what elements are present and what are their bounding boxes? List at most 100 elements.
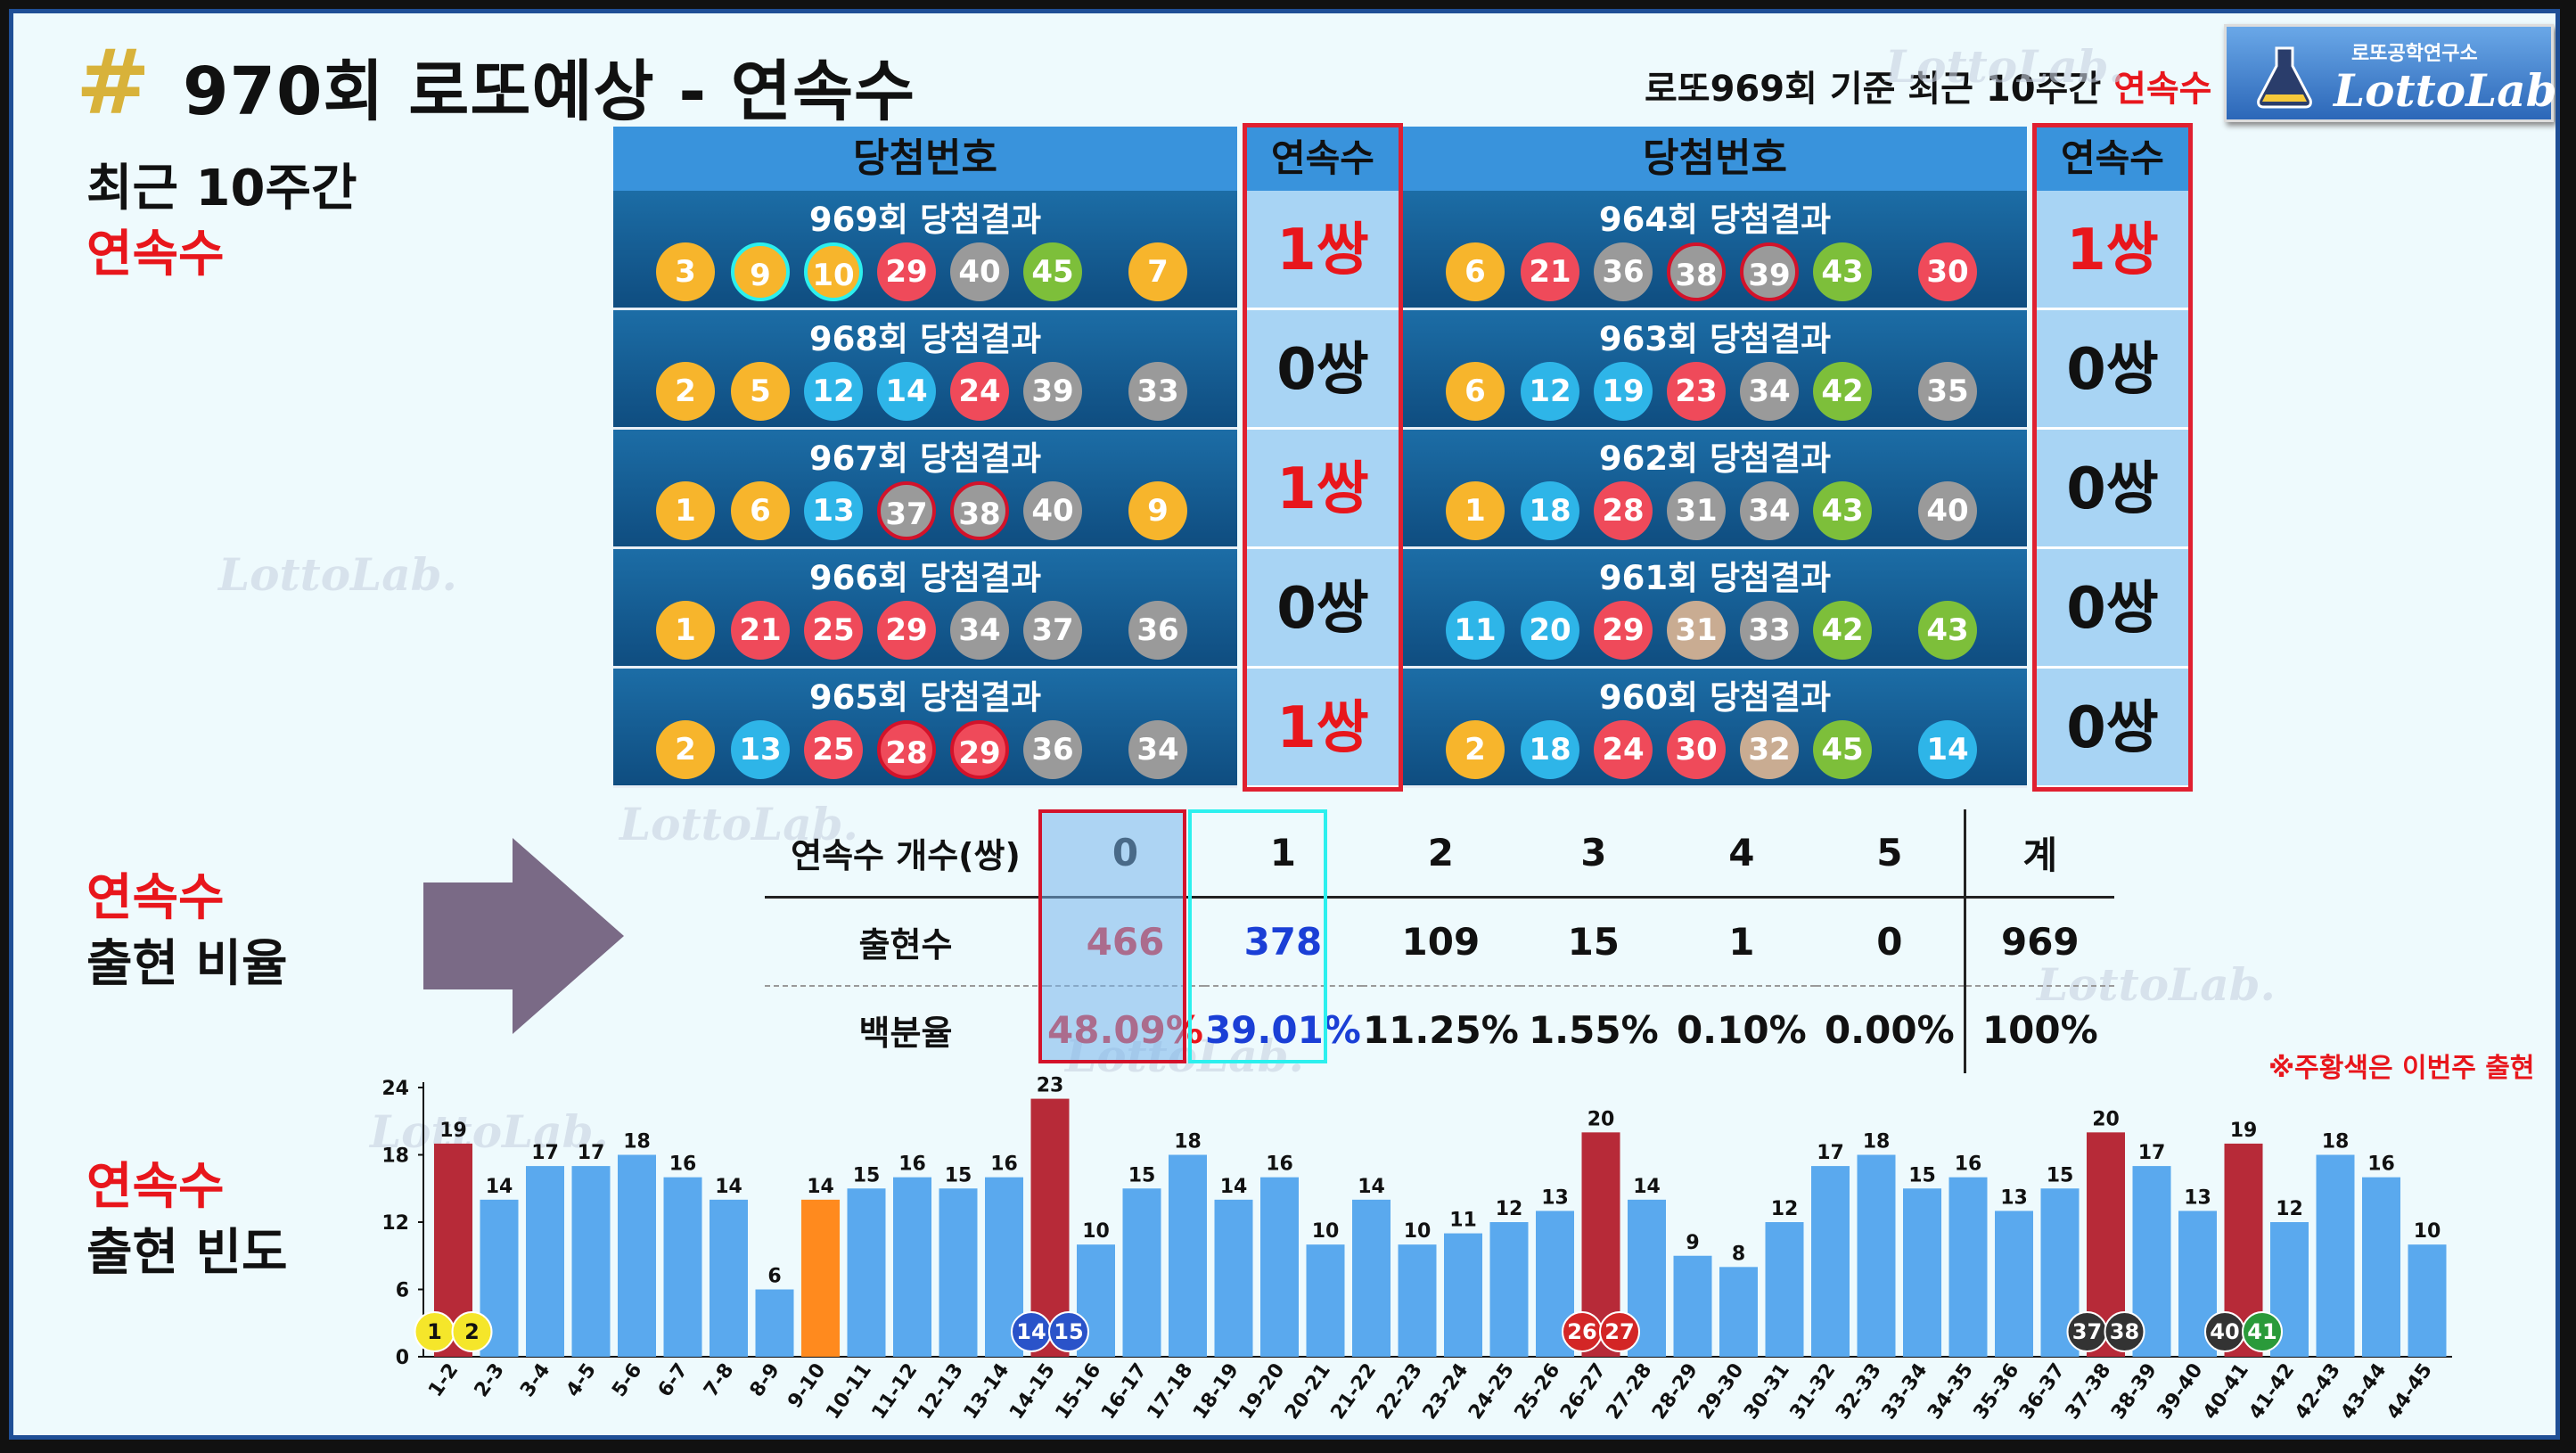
x-tick-label: 27-28 <box>1603 1359 1657 1424</box>
x-tick-label: 23-24 <box>1419 1359 1473 1424</box>
lotto-ball: 24 <box>1594 720 1653 779</box>
stats-row-label: 출현수 <box>765 897 1046 987</box>
lotto-ball: 24 <box>950 362 1009 421</box>
lotto-ball: 29 <box>950 720 1009 779</box>
bar <box>1214 1199 1253 1357</box>
lotto-ball: 20 <box>1521 601 1579 660</box>
lotto-ball: 6 <box>1446 242 1505 301</box>
bonus-ball: 35 <box>1918 362 1977 421</box>
bar <box>847 1188 886 1357</box>
bar <box>801 1199 840 1357</box>
lotto-ball: 43 <box>1813 481 1872 540</box>
bar-value-label: 12 <box>1496 1198 1523 1220</box>
bar <box>2316 1154 2355 1357</box>
bar-value-label: 10 <box>1312 1220 1340 1243</box>
freq-label: 연속수 출현 빈도 <box>86 1154 288 1286</box>
x-tick-label: 24-25 <box>1464 1359 1519 1424</box>
x-tick-label: 41-42 <box>2245 1359 2300 1424</box>
lotto-ball: 32 <box>1740 720 1799 779</box>
consec-count-cell: 1쌍 <box>2036 191 2189 310</box>
bar-value-label: 12 <box>2276 1198 2303 1220</box>
stats-col-header: 1 <box>1203 809 1362 899</box>
consec-count-cell: 1쌍 <box>1246 191 1399 310</box>
bar-value-label: 20 <box>1587 1108 1615 1130</box>
marker-ball-label: 1 <box>427 1319 442 1344</box>
bar-value-label: 19 <box>439 1120 467 1142</box>
lotto-ball: 34 <box>1740 362 1799 421</box>
lotto-ball: 39 <box>1740 242 1799 301</box>
bonus-ball: 40 <box>1918 481 1977 540</box>
consec-count-cell: 1쌍 <box>1246 669 1399 788</box>
ratio-label-line2: 출현 비율 <box>86 935 288 993</box>
bar-value-label: 10 <box>1082 1220 1110 1243</box>
y-tick-label: 6 <box>396 1280 409 1302</box>
lotto-ball: 14 <box>877 362 936 421</box>
lotto-ball: 18 <box>1521 481 1579 540</box>
right-draw-row: 961회 당첨결과 11 20 29 31 33 42 43 <box>1403 549 2027 669</box>
left-draw-row: 966회 당첨결과 1 21 25 29 34 37 36 <box>613 549 1237 669</box>
x-tick-label: 31-32 <box>1786 1359 1841 1424</box>
marker-ball-label: 38 <box>2110 1319 2139 1344</box>
stats-col-header: 3 <box>1519 809 1668 899</box>
x-tick-label: 42-43 <box>2291 1359 2345 1424</box>
x-tick-label: 44-45 <box>2383 1359 2437 1424</box>
marker-ball <box>2242 1311 2283 1352</box>
lotto-ball: 30 <box>1667 720 1726 779</box>
lotto-ball: 25 <box>804 601 863 660</box>
draw-label: 966회 당첨결과 <box>808 559 1042 597</box>
consec-count-cell: 0쌍 <box>2036 669 2189 788</box>
right-draw-row: 962회 당첨결과 1 18 28 31 34 43 40 <box>1403 430 2027 549</box>
x-tick-label: 30-31 <box>1740 1359 1794 1424</box>
bar-value-label: 15 <box>945 1164 972 1186</box>
right-draw-row: 960회 당첨결과 2 18 24 30 32 45 14 <box>1403 669 2027 788</box>
draw-label: 963회 당첨결과 <box>1598 320 1832 358</box>
lotto-ball: 6 <box>731 481 790 540</box>
bar <box>755 1289 794 1357</box>
lotto-ball: 28 <box>1594 481 1653 540</box>
logo-main-text: LottoLab. <box>2334 64 2560 117</box>
lotto-ball: 40 <box>950 242 1009 301</box>
panel-header-consec: 연속수 <box>2036 127 2189 191</box>
bar-value-label: 14 <box>1633 1176 1661 1198</box>
right-draw-row: 963회 당첨결과 6 12 19 23 34 42 35 <box>1403 310 2027 430</box>
marker-ball <box>1599 1311 1640 1352</box>
bar <box>1306 1244 1345 1357</box>
lotto-ball: 13 <box>804 481 863 540</box>
consec-count-cell: 0쌍 <box>1246 549 1399 669</box>
marker-ball-label: 15 <box>1054 1319 1083 1344</box>
stats-cell: 39.01% <box>1204 1008 1361 1052</box>
consec-count-cell: 0쌍 <box>2036 430 2189 549</box>
lotto-ball: 25 <box>804 720 863 779</box>
lotto-ball: 9 <box>731 242 790 301</box>
left-draw-row: 969회 당첨결과 3 9 10 29 40 45 7 <box>613 191 1237 310</box>
left-draw-row: 968회 당첨결과 2 5 12 14 24 39 33 <box>613 310 1237 430</box>
bar-value-label: 18 <box>1863 1131 1891 1153</box>
ratio-label: 연속수 출현 비율 <box>86 866 288 997</box>
bar-value-label: 11 <box>1449 1210 1477 1232</box>
stats-cell: 0 <box>1815 897 1966 987</box>
lotto-ball: 38 <box>1667 242 1726 301</box>
left-draw-row: 965회 당첨결과 2 13 25 28 29 36 34 <box>613 669 1237 788</box>
draw-label: 960회 당첨결과 <box>1598 678 1832 717</box>
freq-label-line2: 출현 빈도 <box>86 1224 288 1282</box>
x-tick-label: 16-17 <box>1097 1359 1152 1424</box>
bar <box>2362 1177 2400 1357</box>
bonus-ball: 30 <box>1918 242 1977 301</box>
x-tick-label: 17-18 <box>1144 1359 1198 1424</box>
lotto-ball: 45 <box>1023 242 1082 301</box>
bar-value-label: 15 <box>1128 1164 1156 1186</box>
lotto-ball: 45 <box>1813 720 1872 779</box>
y-tick-label: 18 <box>381 1145 409 1168</box>
bar <box>1489 1222 1529 1357</box>
lottolab-logo[interactable]: 로또공학연구소 LottoLab. <box>2224 24 2555 122</box>
bar-value-label: 13 <box>1541 1186 1569 1209</box>
x-tick-label: 4-5 <box>562 1359 601 1401</box>
lotto-ball: 23 <box>1667 362 1726 421</box>
bar-value-label: 18 <box>623 1131 651 1153</box>
page-title: 970회 로또예상 - 연속수 <box>183 53 916 130</box>
bar <box>1169 1154 1207 1357</box>
x-tick-label: 11-12 <box>868 1359 923 1424</box>
bar <box>1948 1177 1988 1357</box>
bar-value-label: 18 <box>2322 1131 2350 1153</box>
y-tick-label: 24 <box>381 1078 409 1100</box>
